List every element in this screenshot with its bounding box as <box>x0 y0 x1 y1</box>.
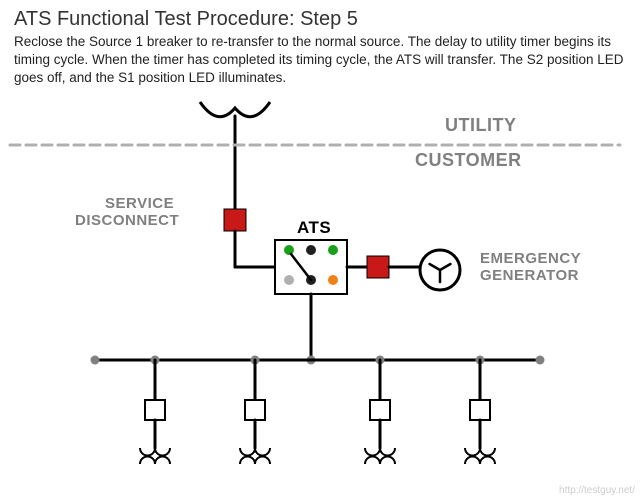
description-text: Reclose the Source 1 breaker to re-trans… <box>0 33 643 88</box>
customer-label: CUSTOMER <box>415 150 522 171</box>
utility-label: UTILITY <box>445 115 517 136</box>
ats-label: ATS <box>297 218 331 238</box>
emergency-generator-label-1: EMERGENCY <box>480 250 581 267</box>
single-line-diagram <box>0 90 643 490</box>
service-disconnect-label-1: SERVICE <box>105 195 174 212</box>
emergency-generator-label-2: GENERATOR <box>480 267 579 284</box>
footer-attribution: http://testguy.net/ <box>559 485 635 496</box>
service-disconnect-label-2: DISCONNECT <box>75 212 179 229</box>
page-title: ATS Functional Test Procedure: Step 5 <box>0 0 643 33</box>
